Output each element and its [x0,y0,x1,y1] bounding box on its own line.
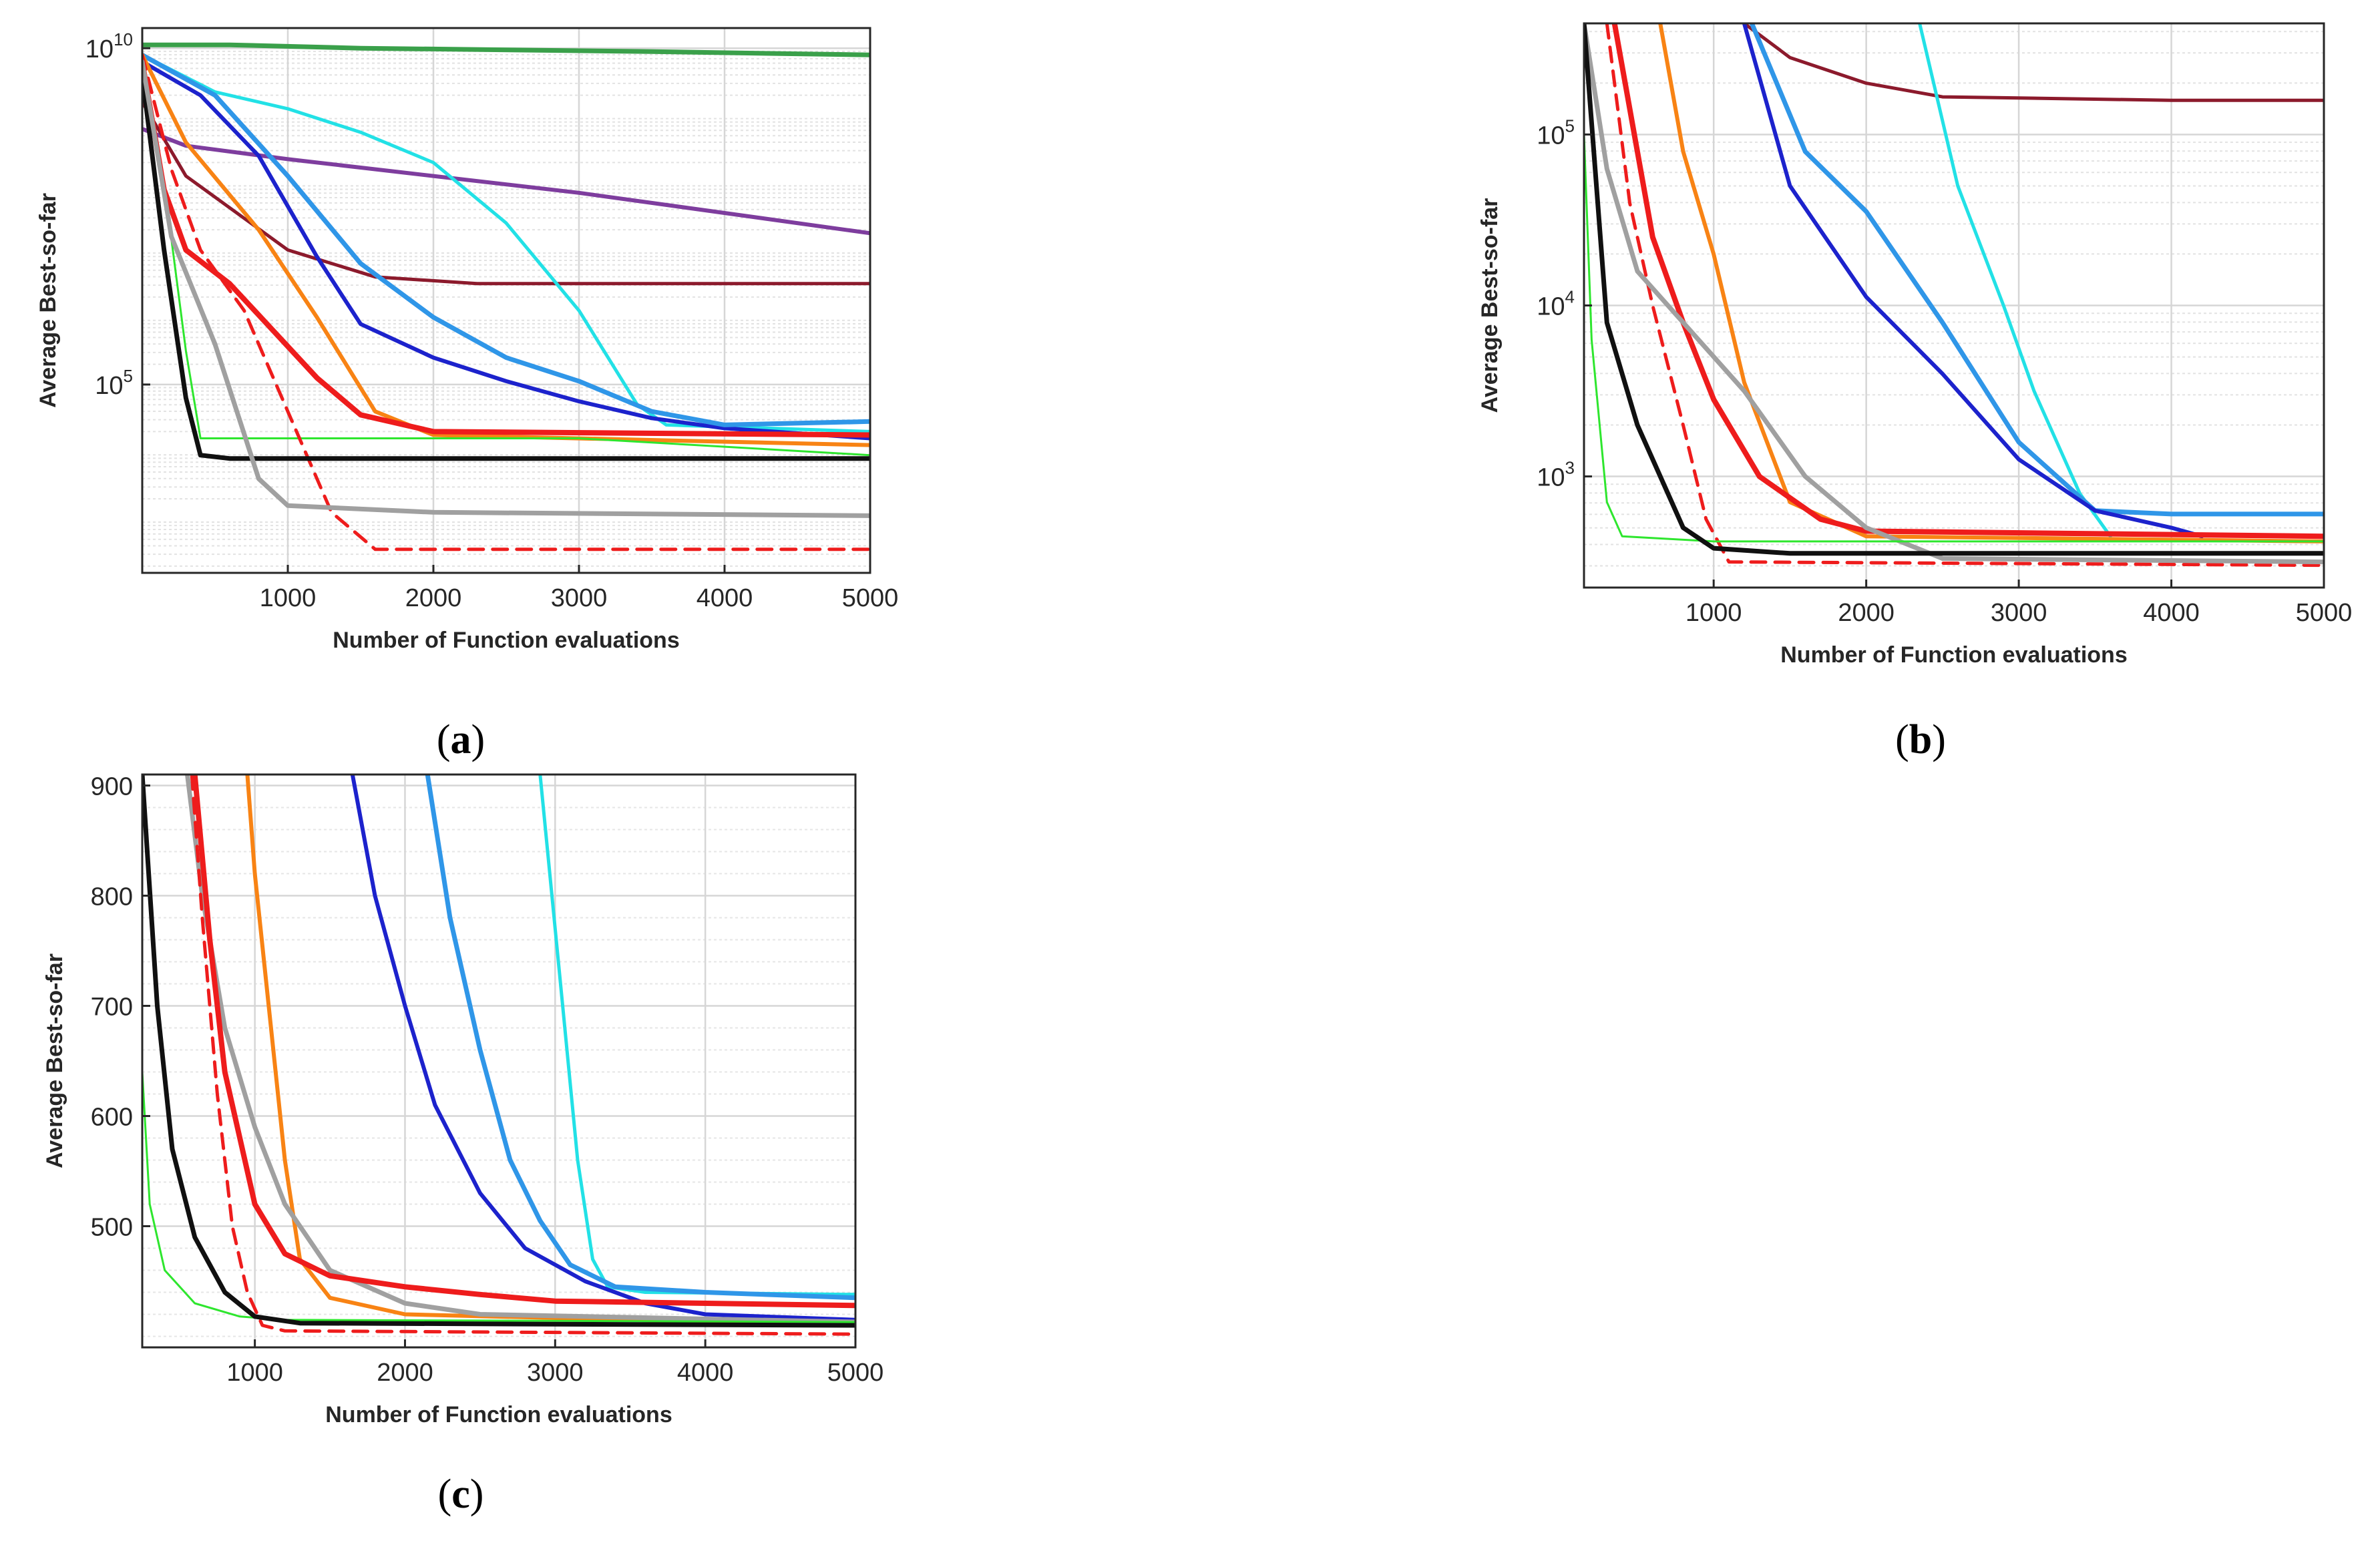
x-tick-label: 2000 [1838,599,1895,627]
series-line-s-blue [1742,23,2204,539]
y-tick-exponent: 5 [1565,116,1575,136]
x-ticks-b: 1000 2000 3000 4000 5000 [1685,580,2352,627]
y-tick-exponent: 10 [114,29,133,49]
series-line-s-blue [142,59,870,441]
series-line-s-lightblue [142,52,870,427]
panel-label-part: ) [470,1472,484,1517]
y-tick-label: 800 [91,883,133,911]
y-tick-base: 10 [95,372,123,400]
x-axis-title: Number of Function evaluations [333,628,679,653]
y-tick-label: 500 [91,1214,133,1242]
panel-label-part: ) [1932,717,1946,762]
series-group-c [142,775,855,1336]
series-line-s-darkred [1742,23,2324,102]
panel-label-a: (a) [437,717,485,762]
series-line-s-cyan [142,53,870,433]
series-line-s-cyan [538,775,855,1297]
x-axis-title: Number of Function evaluations [1780,642,2127,668]
series-line-s-black [1584,23,2324,556]
series-line-s-red [142,59,870,438]
y-axis-title: Average Best-so-far [35,193,61,408]
y-tick-exponent: 4 [1565,287,1575,307]
series-line-s-red [1611,23,2324,539]
series-line-s-orange [142,53,870,447]
y-tick-label: 105 [95,366,133,400]
x-tick-label: 3000 [551,584,608,612]
series-line-s-gray [142,59,870,518]
y-tick-label: 1010 [85,29,133,63]
x-tick-label: 1000 [260,584,317,612]
series-line-s-lightblue [425,775,855,1301]
axes-box [141,27,871,574]
panel-label-part: ) [471,717,485,762]
series-group-a [142,42,870,551]
series-line-s-red-dashed [142,53,870,551]
axes-box [141,773,857,1349]
x-tick-label: 5000 [842,584,899,612]
y-axis-title: Average Best-so-far [42,953,67,1168]
series-line-s-gray [1584,23,2324,565]
y-tick-label: 700 [91,993,133,1022]
x-tick-label: 4000 [2143,599,2200,627]
x-tick-label: 1000 [226,1359,283,1387]
x-tick-label: 4000 [697,584,753,612]
series-line-s-black [142,73,870,461]
panel-label-part: b [1909,717,1932,762]
grid-b [1584,23,2324,588]
x-tick-label: 1000 [1685,599,1742,627]
y-ticks-c: 900 800 700 600 500 [91,773,150,1242]
y-tick-base: 10 [85,35,114,63]
panel-label-part: a [451,717,471,762]
y-tick-base: 10 [1537,122,1565,150]
series-line-s-black [142,775,855,1328]
y-tick-base: 10 [1537,293,1565,321]
series-line-s-gray [185,775,855,1325]
x-tick-label: 5000 [2296,599,2353,627]
series-line-s-orange [1658,23,2324,543]
series-line-s-lime [142,60,870,457]
panel-label-part: ( [1895,717,1909,762]
x-tick-label: 2000 [405,584,462,612]
x-tick-label: 2000 [377,1359,433,1387]
panel-label-part: ( [438,1472,452,1517]
series-line-s-red-dashed [190,775,855,1336]
x-ticks-c: 1000 2000 3000 4000 5000 [226,1339,883,1387]
x-ticks-a: 1000 2000 3000 4000 5000 [260,565,899,612]
y-tick-base: 10 [1537,464,1565,492]
x-tick-label: 3000 [1991,599,2047,627]
y-tick-label: 103 [1537,458,1575,492]
series-group-b [1584,23,2324,568]
series-line-s-red [192,775,855,1309]
y-tick-label: 104 [1537,287,1575,321]
series-line-s-lightblue [1749,23,2324,517]
series-line-s-red-dashed [1605,23,2324,568]
x-axis-title: Number of Function evaluations [325,1402,672,1427]
y-tick-exponent: 3 [1565,458,1575,478]
grid-a [142,28,870,573]
panel-label-b: (b) [1895,717,1946,762]
y-tick-label: 105 [1537,116,1575,150]
chart-panel-c: 1000 2000 3000 4000 5000 900 800 700 600 500 Numbe… [42,773,883,1518]
x-tick-label: 4000 [677,1359,734,1387]
series-line-s-darkred [142,100,870,286]
panel-label-part: ( [437,717,451,762]
y-axis-title: Average Best-so-far [1477,198,1503,413]
panel-label-part: c [451,1472,470,1517]
panel-label-c: (c) [438,1472,484,1517]
series-line-s-green [142,42,870,57]
y-tick-label: 900 [91,773,133,801]
y-tick-label: 600 [91,1104,133,1132]
series-line-s-purple [142,127,870,236]
y-tick-exponent: 5 [124,366,133,386]
grid-c [142,775,855,1347]
x-tick-label: 5000 [827,1359,884,1387]
series-line-s-orange [245,775,855,1327]
series-line-s-blue [350,775,855,1322]
x-tick-label: 3000 [527,1359,584,1387]
